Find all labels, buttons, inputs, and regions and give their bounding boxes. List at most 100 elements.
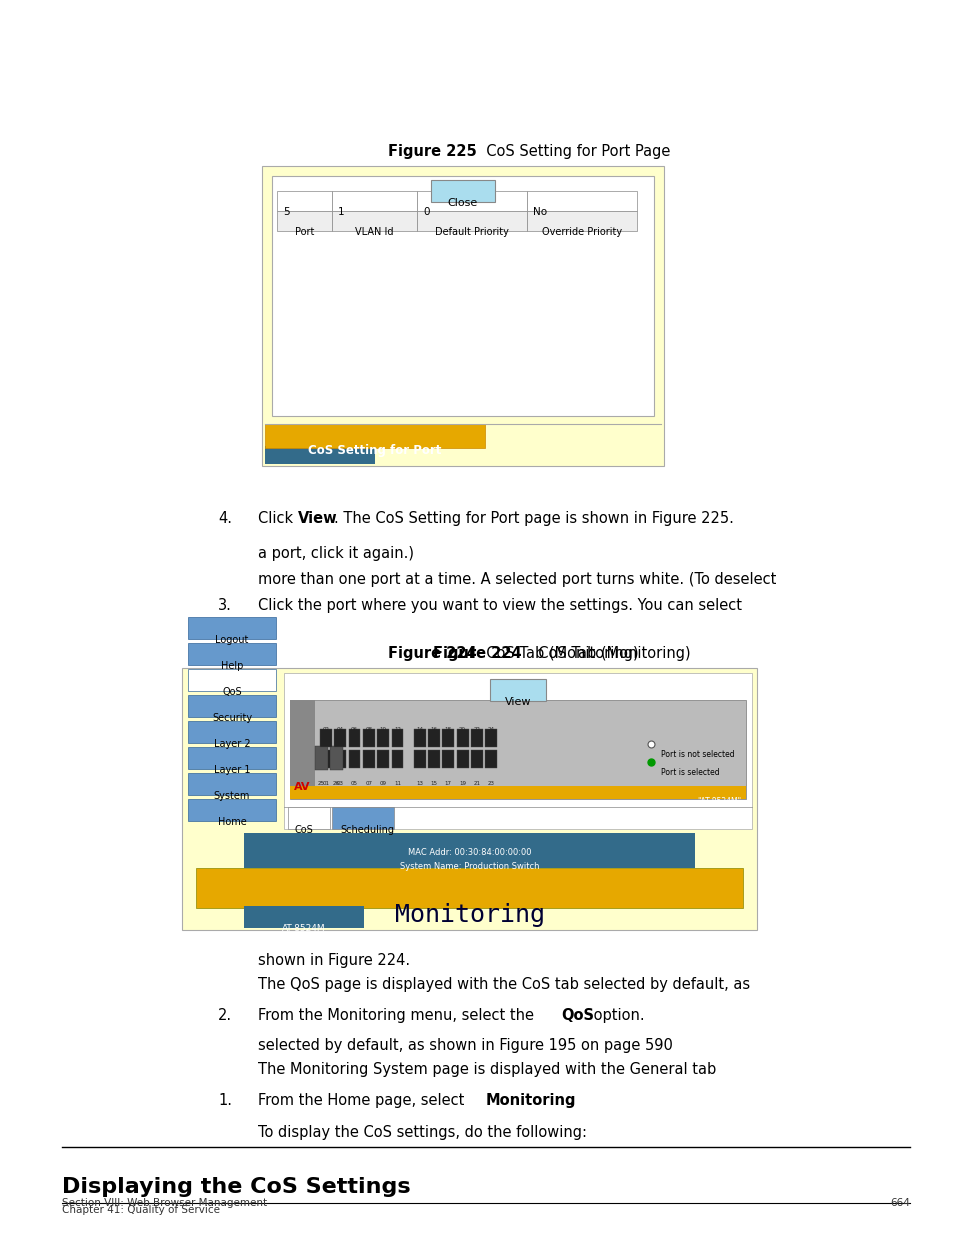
Text: Click the port where you want to view the settings. You can select: Click the port where you want to view th… (257, 598, 741, 613)
Bar (188, 773, 275, 795)
Text: Figure 224: Figure 224 (388, 646, 476, 661)
Text: 14: 14 (416, 727, 423, 732)
Text: 3.: 3. (218, 598, 232, 613)
Text: Layer 2: Layer 2 (213, 739, 250, 748)
Text: 07: 07 (365, 781, 372, 785)
Text: 24: 24 (487, 727, 495, 732)
Bar (188, 721, 275, 743)
Text: Monitoring: Monitoring (395, 903, 544, 927)
Text: CoS Tab (Monitoring): CoS Tab (Monitoring) (476, 646, 638, 661)
Bar (265, 424, 484, 448)
Text: QoS: QoS (222, 687, 241, 697)
Text: AV: AV (294, 782, 310, 792)
Bar (442, 729, 454, 747)
Text: 03: 03 (336, 781, 343, 785)
Text: CoS Setting for Port Page: CoS Setting for Port Page (476, 144, 670, 159)
Bar (348, 729, 360, 747)
Text: 664: 664 (889, 1198, 909, 1208)
Bar (284, 673, 751, 829)
Bar (442, 750, 454, 768)
Text: more than one port at a time. A selected port turns white. (To deselect: more than one port at a time. A selected… (257, 572, 776, 587)
Text: No: No (533, 207, 547, 217)
Bar (431, 180, 495, 203)
Text: 15: 15 (430, 781, 437, 785)
Bar (391, 750, 403, 768)
Text: The QoS page is displayed with the CoS tab selected by default, as: The QoS page is displayed with the CoS t… (257, 977, 749, 992)
Bar (456, 750, 468, 768)
Bar (334, 729, 346, 747)
Text: 09: 09 (379, 781, 386, 785)
Bar (319, 750, 332, 768)
Text: Default Priority: Default Priority (435, 227, 508, 237)
Bar (526, 211, 637, 231)
Text: Port is selected: Port is selected (660, 768, 719, 777)
Bar (272, 177, 654, 416)
Text: 2.: 2. (218, 1008, 232, 1023)
Bar (265, 446, 375, 464)
Bar (490, 679, 545, 701)
Text: QoS: QoS (560, 1008, 594, 1023)
Bar (182, 668, 757, 930)
Text: Close: Close (447, 198, 477, 207)
Bar (290, 700, 314, 785)
Bar (526, 191, 637, 211)
Text: CoS Setting for Port: CoS Setting for Port (308, 445, 441, 457)
Bar (428, 750, 439, 768)
Text: 21: 21 (473, 781, 480, 785)
Bar (391, 729, 403, 747)
Text: 22: 22 (473, 727, 480, 732)
Bar (471, 729, 482, 747)
Text: 17: 17 (444, 781, 452, 785)
Text: 4.: 4. (218, 511, 232, 526)
Bar (330, 746, 343, 769)
Text: .: . (567, 1093, 572, 1108)
Bar (456, 729, 468, 747)
Text: Displaying the CoS Settings: Displaying the CoS Settings (62, 1177, 410, 1197)
Bar (195, 868, 742, 908)
Bar (262, 165, 663, 466)
Text: Figure 225: Figure 225 (388, 144, 476, 159)
Text: Click: Click (257, 511, 297, 526)
Text: Security: Security (212, 713, 252, 722)
Text: shown in Figure 224.: shown in Figure 224. (257, 953, 410, 968)
Bar (334, 750, 346, 768)
Bar (188, 643, 275, 664)
Text: Scheduling: Scheduling (339, 825, 394, 835)
Text: The Monitoring System page is displayed with the General tab: The Monitoring System page is displayed … (257, 1062, 716, 1077)
Text: 26: 26 (333, 781, 339, 785)
Bar (416, 191, 526, 211)
Bar (332, 191, 416, 211)
Text: Override Priority: Override Priority (541, 227, 621, 237)
Bar (362, 750, 375, 768)
Bar (276, 191, 332, 211)
Text: 05: 05 (351, 781, 357, 785)
Text: "AT-8524M": "AT-8524M" (696, 797, 740, 806)
Text: 08: 08 (365, 727, 372, 732)
Text: Chapter 41: Quality of Service: Chapter 41: Quality of Service (62, 1205, 220, 1215)
Bar (485, 750, 497, 768)
Bar (362, 729, 375, 747)
Text: 12: 12 (394, 727, 400, 732)
Bar (188, 669, 275, 692)
Text: 5: 5 (283, 207, 290, 217)
Bar (428, 729, 439, 747)
Text: 04: 04 (336, 727, 343, 732)
Bar (319, 729, 332, 747)
Bar (332, 806, 394, 829)
Bar (288, 806, 330, 829)
Bar (414, 729, 425, 747)
Text: Figure 224: Figure 224 (433, 646, 520, 661)
Bar (314, 746, 328, 769)
Text: 1.: 1. (218, 1093, 232, 1108)
Text: From the Home page, select: From the Home page, select (257, 1093, 469, 1108)
Text: 10: 10 (379, 727, 386, 732)
Text: System: System (213, 790, 250, 802)
Bar (416, 211, 526, 231)
Text: Home: Home (217, 818, 246, 827)
Text: 11: 11 (394, 781, 400, 785)
Bar (485, 729, 497, 747)
Bar (332, 211, 416, 231)
Text: AT-8524M: AT-8524M (282, 924, 326, 932)
Bar (414, 750, 425, 768)
Text: View: View (297, 511, 337, 526)
